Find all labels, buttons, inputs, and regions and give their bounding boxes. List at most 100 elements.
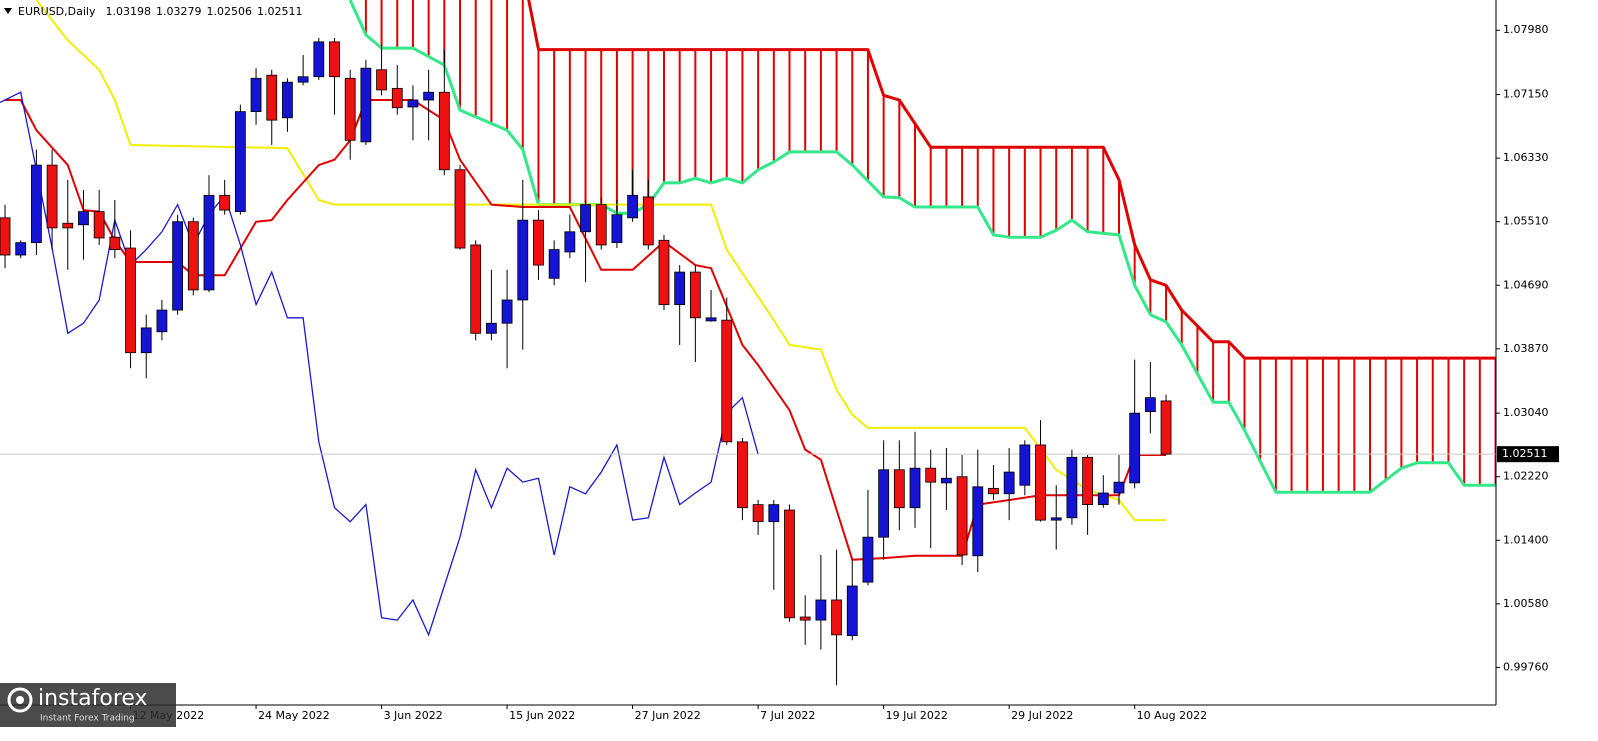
y-tick-label: 1.03870	[1503, 342, 1549, 355]
senkou-span-b	[527, 0, 1496, 360]
candle-body	[674, 271, 686, 306]
candle-body	[689, 271, 701, 319]
candle-body	[737, 441, 748, 509]
candle-body	[611, 214, 623, 244]
candle-body	[831, 599, 842, 636]
candle-body	[485, 322, 497, 334]
candle-body	[768, 504, 780, 523]
x-tick-label: 27 Jun 2022	[635, 709, 701, 722]
symbol: EURUSD,Daily	[18, 5, 96, 18]
candle-body	[564, 231, 576, 253]
y-tick-label: 1.05510	[1503, 215, 1549, 228]
candle-body	[376, 69, 387, 91]
x-tick-label: 10 Aug 2022	[1137, 709, 1207, 722]
candle-body	[187, 221, 199, 291]
candle-body	[1019, 444, 1031, 486]
candle-body	[15, 242, 27, 256]
candle-body	[627, 194, 639, 219]
candle-body	[799, 616, 811, 621]
candle-body	[580, 204, 591, 233]
y-tick-label: 1.03040	[1503, 406, 1549, 419]
candle-body	[30, 164, 42, 244]
candle-body	[862, 536, 874, 583]
chikou-span	[0, 91, 759, 637]
watermark: instaforex Instant Forex Trading	[0, 683, 176, 727]
candle-body	[329, 41, 340, 78]
candle-body	[140, 327, 152, 354]
y-tick-label: 1.07980	[1503, 23, 1549, 36]
watermark-icon-core	[16, 696, 24, 704]
candle-body	[721, 319, 733, 443]
candle-body	[1144, 397, 1156, 413]
candle-body	[956, 476, 968, 556]
watermark-tagline: Instant Forex Trading	[40, 714, 135, 724]
candle-body	[705, 317, 717, 322]
candle-body	[878, 469, 890, 538]
candle-body	[109, 236, 121, 250]
axes: 1.07980 1.07150 1.06330 1.05510 1.04690 1.038…	[130, 23, 1559, 722]
price-label-bg	[1497, 446, 1559, 463]
candle-body	[642, 196, 654, 246]
candle-body	[846, 585, 858, 637]
candle-body	[78, 211, 89, 226]
candle-body	[1113, 481, 1125, 494]
candle-body	[752, 504, 764, 523]
header-open: 1.03198	[105, 5, 151, 18]
candle-body	[1097, 492, 1109, 506]
watermark-icon	[7, 687, 33, 713]
y-tick-label: 1.02220	[1503, 470, 1549, 483]
candle-body	[1066, 456, 1078, 519]
y-tick-label: 1.06330	[1503, 151, 1549, 164]
candle-body	[46, 164, 58, 229]
y-tick-label: 1.00580	[1503, 597, 1549, 610]
candle-body	[454, 169, 466, 249]
candle-body	[266, 74, 278, 121]
candle-body	[360, 67, 372, 143]
candle-body	[250, 77, 262, 113]
candle-body	[1050, 517, 1062, 521]
x-tick-label: 29 Jul 2022	[1011, 709, 1073, 722]
chart-header: EURUSD,Daily 1.03198 1.03279 1.02506 1.02511	[18, 5, 302, 18]
candle-body	[156, 309, 168, 333]
x-tick-label: 3 Jun 2022	[384, 709, 443, 722]
menu-arrow	[4, 8, 12, 14]
candle-body	[62, 222, 74, 229]
candle-body	[172, 221, 184, 311]
candle-body	[1003, 471, 1015, 495]
candle-body	[988, 487, 999, 495]
y-tick-label: 1.01400	[1503, 533, 1549, 546]
candle-body	[533, 219, 544, 266]
candle-body	[925, 467, 937, 483]
x-tick-label: 24 May 2022	[258, 709, 330, 722]
candle-body	[423, 91, 435, 101]
candle-body	[815, 599, 827, 621]
candle-body	[909, 467, 921, 509]
candle-body	[517, 219, 529, 301]
x-tick-label: 19 Jul 2022	[886, 709, 948, 722]
candle-body	[282, 81, 293, 119]
candle-body	[219, 194, 231, 211]
candle-body	[1035, 444, 1046, 521]
price-label: 1.02511	[1502, 447, 1548, 460]
candle-body	[0, 217, 11, 256]
header-low: 1.02506	[206, 5, 252, 18]
candle-body	[344, 77, 356, 141]
y-tick-label: 0.99760	[1503, 660, 1549, 673]
candle-body	[972, 486, 984, 557]
candle-body	[93, 211, 105, 239]
watermark-name: instaforex	[38, 686, 148, 711]
candle-body	[407, 99, 419, 108]
candle-body	[548, 249, 560, 279]
candle-body	[297, 76, 309, 83]
candle-body	[438, 91, 450, 171]
x-tick-label: 15 Jun 2022	[509, 709, 575, 722]
candle-body	[125, 247, 136, 354]
candle-body	[1129, 412, 1141, 484]
x-tick-label: 7 Jul 2022	[760, 709, 815, 722]
candle-body	[658, 239, 670, 306]
candle-body	[470, 244, 482, 334]
candle-body	[313, 41, 325, 78]
plot-area	[0, 0, 1496, 686]
